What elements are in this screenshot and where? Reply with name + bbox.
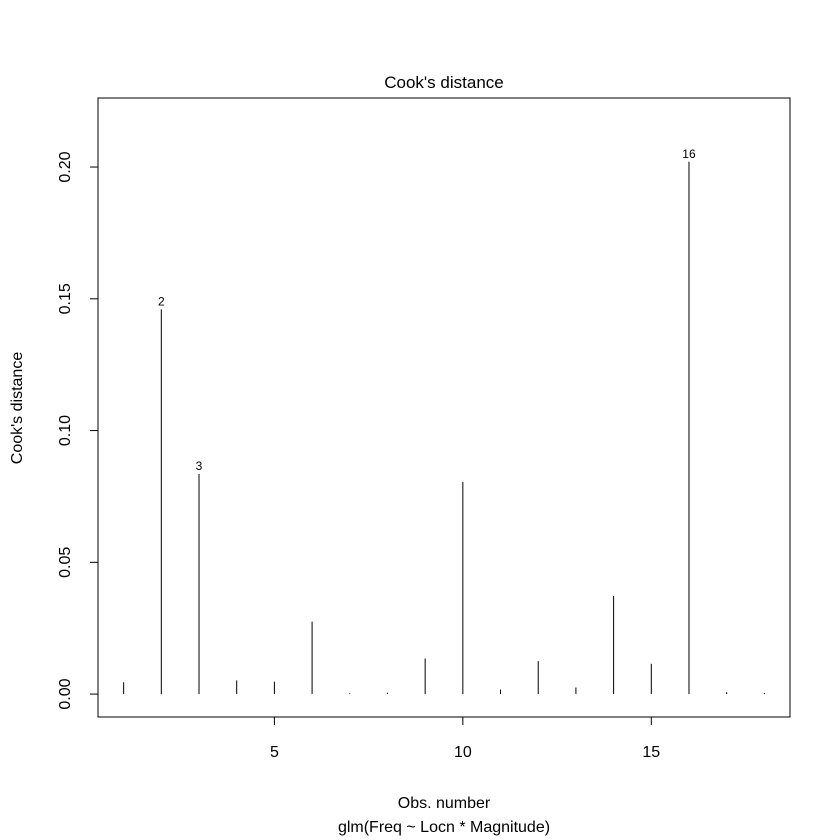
x-tick-label: 10 xyxy=(454,744,472,761)
point-label-3: 3 xyxy=(196,459,203,473)
chart-subtitle: glm(Freq ~ Locn * Magnitude) xyxy=(338,819,550,836)
y-tick-label: 0.15 xyxy=(57,283,74,314)
y-tick-label: 0.00 xyxy=(57,678,74,709)
point-label-16: 16 xyxy=(682,147,696,161)
point-labels-group: 2 3 16 xyxy=(158,147,696,473)
plot-frame xyxy=(97,97,791,718)
y-tick-label: 0.20 xyxy=(57,151,74,182)
y-axis-label: Cook's distance xyxy=(9,352,26,465)
y-axis: 0.00 0.05 0.10 0.15 0.20 xyxy=(57,151,99,710)
point-label-2: 2 xyxy=(158,294,165,308)
bars-group xyxy=(123,161,765,695)
x-axis-label: Obs. number xyxy=(398,795,491,812)
x-tick-label: 15 xyxy=(642,744,660,761)
y-tick-label: 0.05 xyxy=(57,547,74,578)
x-axis: 5 10 15 xyxy=(270,716,660,761)
y-tick-label: 0.10 xyxy=(57,415,74,446)
x-tick-label: 5 xyxy=(270,744,279,761)
chart-title: Cook's distance xyxy=(384,73,503,92)
